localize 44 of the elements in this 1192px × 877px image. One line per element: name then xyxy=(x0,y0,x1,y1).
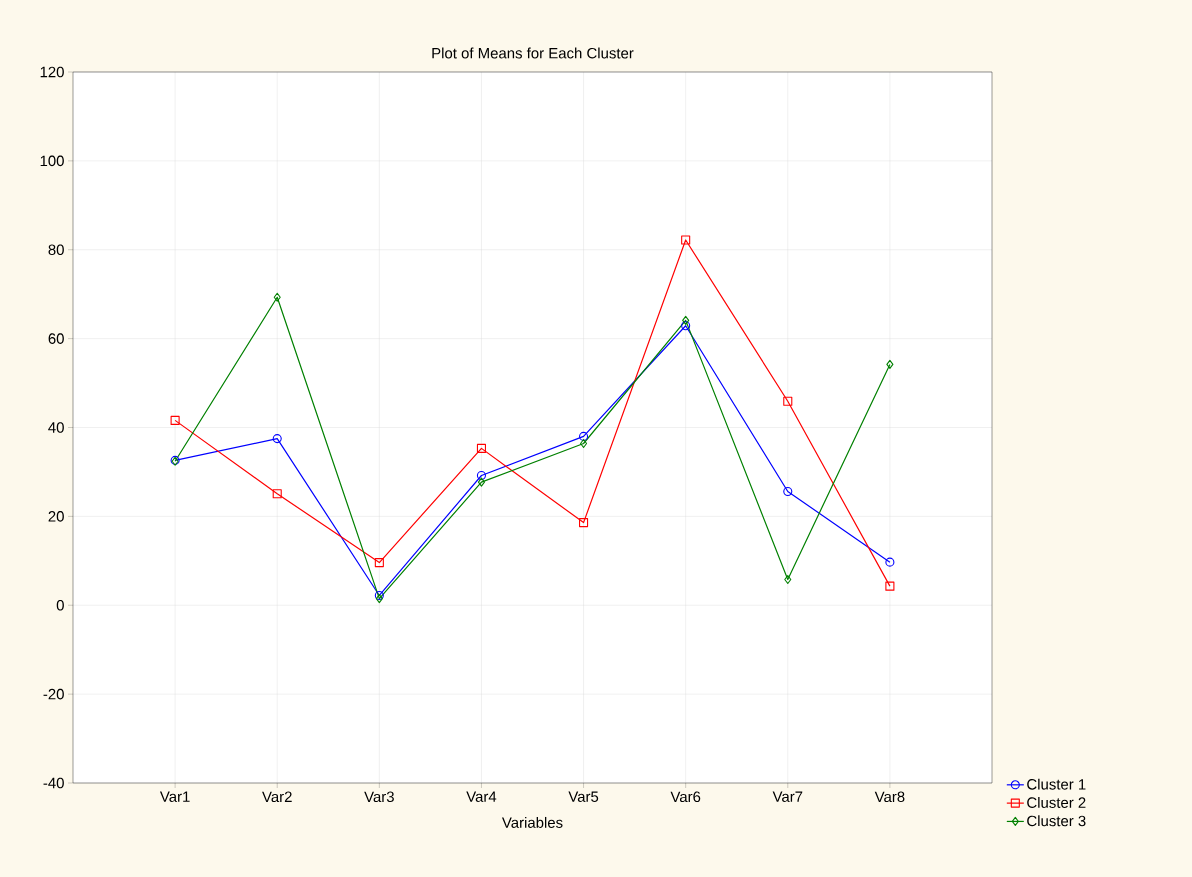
point xyxy=(272,434,282,444)
legend-label: Cluster 2 xyxy=(1027,796,1086,808)
x-tick-label: Var5 xyxy=(568,791,599,802)
x-tick-label: Var8 xyxy=(874,791,905,803)
point xyxy=(375,594,383,604)
x-tick-label: Var4 xyxy=(466,791,497,802)
chart-title: Plot of Means for Each Cluster xyxy=(432,47,634,59)
x-tick-label: Var1 xyxy=(159,791,190,802)
point xyxy=(682,315,690,325)
point xyxy=(476,470,486,481)
point xyxy=(579,518,589,528)
y-tick-label: 120 xyxy=(40,66,64,78)
y-tick-label: 40 xyxy=(48,422,64,433)
point xyxy=(273,292,281,302)
y-tick-label: 60 xyxy=(48,333,64,344)
point xyxy=(374,590,384,601)
legend-label: Cluster 1 xyxy=(1027,778,1086,790)
point xyxy=(783,396,793,406)
x-tick-label: Var3 xyxy=(364,791,394,803)
x-tick-label: Var6 xyxy=(670,791,701,803)
point xyxy=(374,558,384,568)
point xyxy=(476,443,486,453)
point xyxy=(579,431,589,441)
y-tick-label: 20 xyxy=(48,511,64,522)
point xyxy=(783,486,793,497)
point xyxy=(885,581,895,591)
x-tick-label: Var2 xyxy=(262,791,292,803)
legend-label: Cluster 3 xyxy=(1027,815,1086,827)
y-tick-label: 80 xyxy=(48,244,64,256)
y-tick-label: 100 xyxy=(40,155,64,167)
x-axis-title: Variables xyxy=(501,816,563,828)
point xyxy=(885,557,895,567)
point xyxy=(580,438,588,449)
y-tick-label: -20 xyxy=(43,688,64,700)
point xyxy=(784,574,792,585)
point xyxy=(272,489,282,499)
x-tick-label: Var7 xyxy=(772,791,803,802)
point xyxy=(681,321,691,331)
y-tick-label: -40 xyxy=(43,777,64,789)
point xyxy=(886,359,894,369)
y-tick-label: 0 xyxy=(56,599,64,611)
point xyxy=(170,415,180,425)
point xyxy=(681,235,691,245)
point xyxy=(477,477,485,487)
